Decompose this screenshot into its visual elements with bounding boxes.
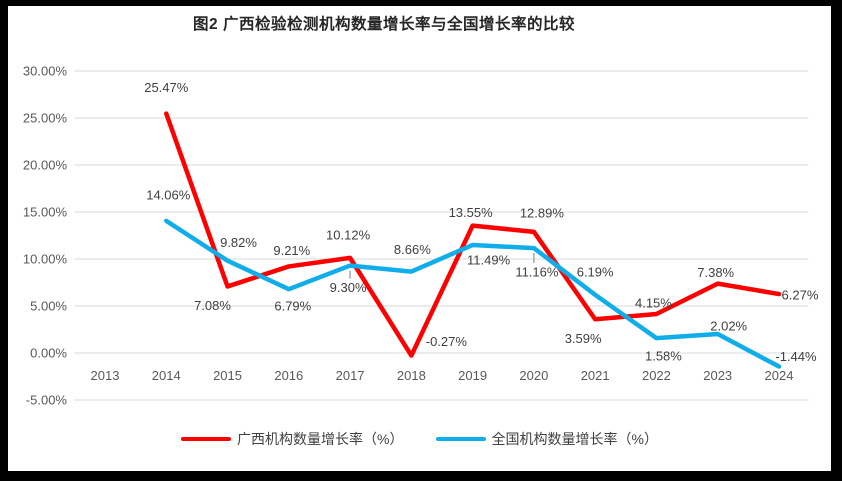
national-line-swatch [435,436,486,442]
data-label: 6.19% [577,264,614,279]
data-label: 2.02% [710,319,747,334]
data-label: 12.89% [520,205,565,220]
data-label: 3.59% [565,331,602,346]
guangxi-series-line [164,111,782,358]
legend-item-guangxi: 广西机构数量增长率（%） [181,429,404,449]
y-axis-tick-label: 5.00% [30,299,67,314]
x-axis-label: 2015 [213,368,242,383]
y-axis-tick-label: 15.00% [23,205,68,220]
national-legend-label: 全国机构数量增长率（%） [491,431,658,447]
x-axis-label: 2016 [274,368,303,383]
data-label: 7.38% [697,265,734,280]
x-axis-label: 2019 [458,368,487,383]
data-label: 25.47% [144,80,189,95]
guangxi-legend-label: 广西机构数量增长率（%） [237,431,404,447]
y-axis-tick-label: -5.00% [26,393,68,408]
x-axis-label: 2021 [581,368,610,383]
x-axis-label: 2020 [519,368,548,383]
data-label: 14.06% [146,187,191,202]
data-label: 6.79% [274,299,311,314]
data-label: 10.12% [326,227,371,242]
chart-title: 图2 广西检验检测机构数量增长率与全国增长率的比较 [193,16,575,33]
data-label: 11.16% [515,265,559,280]
x-axis-label: 2014 [152,368,181,383]
x-axis-label: 2017 [336,368,365,383]
chart-legend: 广西机构数量增长率（%） 全国机构数量增长率（%） [8,429,831,449]
y-axis-tick-label: 10.00% [23,252,68,267]
x-axis-label: 2023 [703,368,732,383]
national-series-line [164,218,782,369]
data-label: 7.08% [194,298,231,313]
x-axis-label: 2024 [765,368,794,383]
data-label: -0.27% [426,334,468,349]
data-label: 8.66% [394,242,431,257]
data-label: -1.44% [775,349,817,364]
data-label: 11.49% [467,252,511,267]
data-label: 1.58% [645,349,682,364]
data-label: 9.30% [330,280,367,295]
x-axis-label: 2018 [397,368,426,383]
data-label: 13.55% [449,205,494,220]
line-chart: 30.00% 25.00% 20.00% 15.00% 10.00% 5.00% 0.00%… [23,64,819,408]
guangxi-line-swatch [181,436,232,442]
legend-item-national: 全国机构数量增长率（%） [435,429,658,449]
y-axis-tick-label: 20.00% [23,158,68,173]
data-label: 9.82% [220,235,257,250]
x-axis-label: 2022 [642,368,671,383]
data-label: 6.27% [782,288,819,303]
y-axis-tick-label: 30.00% [23,64,68,79]
data-label: 4.15% [635,295,672,310]
y-axis-tick-label: 0.00% [30,346,67,361]
x-axis-label: 2013 [91,368,120,383]
y-axis-tick-label: 25.00% [23,111,68,126]
data-label: 9.21% [273,243,310,258]
